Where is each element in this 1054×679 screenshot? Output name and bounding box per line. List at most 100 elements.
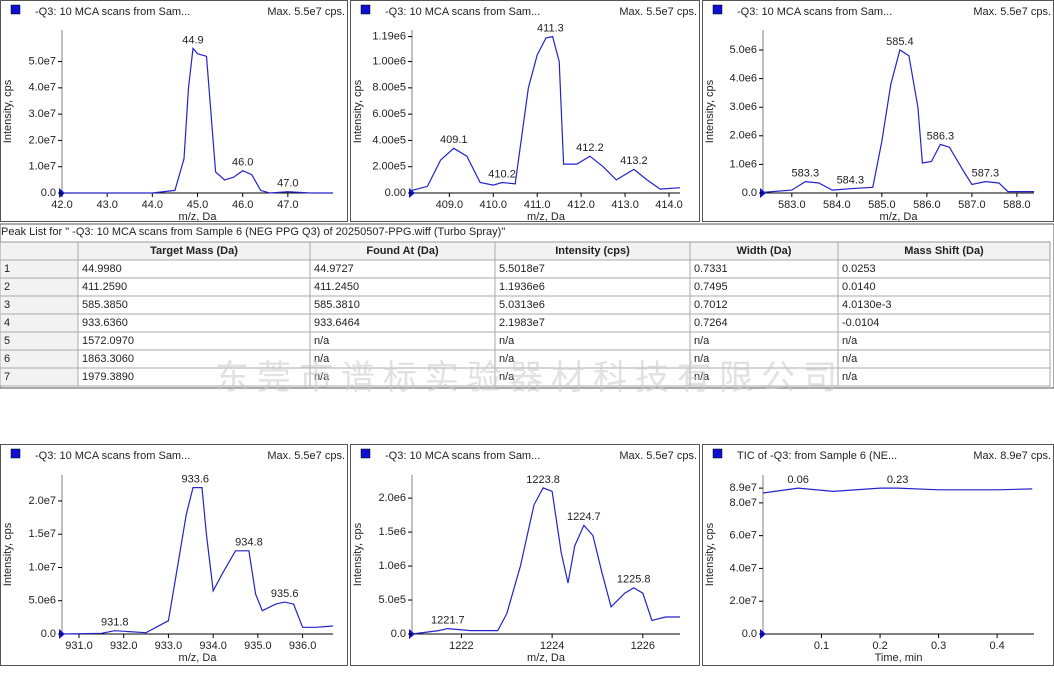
panel-max: Max. 5.5e7 cps. bbox=[619, 450, 697, 462]
row-index-bg bbox=[0, 296, 78, 314]
peak-label: 0.23 bbox=[887, 474, 908, 486]
cell-text: 0.0140 bbox=[842, 281, 876, 293]
panel-max: Max. 5.5e7 cps. bbox=[619, 6, 697, 18]
y-tick-label: 1.0e7 bbox=[28, 561, 56, 573]
cell-text: 4.0130e-3 bbox=[842, 299, 892, 311]
x-axis-label: m/z, Da bbox=[527, 211, 566, 223]
cell-text: -0.0104 bbox=[842, 317, 879, 329]
panel-frame bbox=[0, 444, 348, 666]
panel-frame bbox=[350, 444, 700, 666]
column-header: Width (Da) bbox=[737, 245, 792, 257]
table-caption: Peak List for " -Q3: 10 MCA scans from S… bbox=[1, 226, 505, 238]
peak-label: 586.3 bbox=[927, 130, 955, 142]
cell-text: 0.7495 bbox=[694, 281, 728, 293]
cell-text: n/a bbox=[499, 353, 515, 365]
x-tick-label: 934.0 bbox=[199, 640, 227, 652]
cell-text: n/a bbox=[694, 335, 710, 347]
y-tick-label: 1.5e7 bbox=[28, 528, 56, 540]
y-tick-label: 0.0 bbox=[742, 187, 757, 199]
peak-label: 1223.8 bbox=[526, 474, 560, 486]
peak-label: 409.1 bbox=[440, 134, 468, 146]
panel-icon bbox=[10, 4, 21, 15]
panel-title: -Q3: 10 MCA scans from Sam... bbox=[35, 6, 190, 18]
peak-label: 585.4 bbox=[886, 36, 914, 48]
panel-icon bbox=[360, 4, 371, 15]
peak-label: 44.9 bbox=[182, 34, 203, 46]
x-tick-label: 933.0 bbox=[155, 640, 183, 652]
cell-text: 933.6464 bbox=[314, 317, 360, 329]
cell-text: 1979.3890 bbox=[82, 371, 134, 383]
peak-label: 583.3 bbox=[792, 167, 820, 179]
y-tick-label: 4.0e7 bbox=[28, 82, 56, 94]
x-axis-label: m/z, Da bbox=[880, 211, 919, 223]
y-tick-label: 5.0e7 bbox=[28, 55, 56, 67]
y-tick-label: 1.0e6 bbox=[378, 560, 406, 572]
x-tick-label: 411.0 bbox=[524, 199, 551, 211]
panel-max: Max. 5.5e7 cps. bbox=[973, 6, 1051, 18]
spectrum-line bbox=[62, 46, 333, 194]
spectrum-line bbox=[411, 487, 680, 635]
column-header: Target Mass (Da) bbox=[150, 245, 238, 257]
peak-label: 412.2 bbox=[576, 142, 604, 154]
y-tick-label: 0.0 bbox=[41, 187, 56, 199]
x-tick-label: 584.0 bbox=[823, 199, 851, 211]
x-tick-label: 0.1 bbox=[814, 640, 829, 652]
cell-text: n/a bbox=[842, 353, 858, 365]
x-axis-label: m/z, Da bbox=[527, 652, 566, 664]
y-tick-label: 4.0e7 bbox=[729, 562, 757, 574]
cell-text: 4 bbox=[4, 317, 10, 329]
x-tick-label: 414.0 bbox=[655, 199, 683, 211]
cell-text: 44.9727 bbox=[314, 263, 354, 275]
y-tick-label: 8.0e7 bbox=[729, 497, 757, 509]
peak-label: 1221.7 bbox=[431, 614, 465, 626]
y-axis-label: Intensity, cps bbox=[2, 522, 14, 586]
peak-label: 46.0 bbox=[232, 157, 253, 169]
cell-text: n/a bbox=[842, 371, 858, 383]
x-tick-label: 46.0 bbox=[232, 199, 253, 211]
cell-text: 0.7012 bbox=[694, 299, 728, 311]
cell-text: 7 bbox=[4, 371, 10, 383]
row-index-bg bbox=[0, 314, 78, 332]
x-tick-label: 587.0 bbox=[958, 199, 986, 211]
row-index-bg bbox=[0, 368, 78, 386]
x-tick-label: 0.3 bbox=[931, 640, 946, 652]
cell-text: n/a bbox=[694, 371, 710, 383]
spectrum-line bbox=[411, 35, 681, 191]
cell-text: 933.6360 bbox=[82, 317, 128, 329]
peak-label: 0.06 bbox=[787, 474, 808, 486]
y-tick-label: 4.0e6 bbox=[729, 73, 757, 85]
cell-text: 5 bbox=[4, 335, 10, 347]
column-header: Mass Shift (Da) bbox=[904, 245, 984, 257]
peak-label: 47.0 bbox=[277, 178, 298, 190]
y-tick-label: 1.19e6 bbox=[372, 30, 406, 42]
peak-label: 584.3 bbox=[837, 175, 865, 187]
x-tick-label: 410.0 bbox=[480, 199, 508, 211]
x-tick-label: 413.0 bbox=[611, 199, 639, 211]
x-axis-label: Time, min bbox=[875, 652, 923, 664]
y-tick-label: 5.0e5 bbox=[378, 594, 406, 606]
x-axis-label: m/z, Da bbox=[179, 652, 218, 664]
cell-text: 6 bbox=[4, 353, 10, 365]
x-tick-label: 45.0 bbox=[187, 199, 208, 211]
y-tick-label: 5.0e6 bbox=[28, 595, 56, 607]
y-tick-label: 2.0e7 bbox=[729, 595, 757, 607]
y-tick-label: 2.0e7 bbox=[28, 134, 56, 146]
x-tick-label: 585.0 bbox=[868, 199, 896, 211]
x-tick-label: 1222 bbox=[449, 640, 473, 652]
panel-max: Max. 5.5e7 cps. bbox=[267, 6, 345, 18]
peak-label: 931.8 bbox=[101, 617, 129, 629]
x-tick-label: 583.0 bbox=[778, 199, 806, 211]
y-axis-label: Intensity, cps bbox=[352, 79, 364, 143]
spectrum-line bbox=[762, 487, 1033, 494]
y-tick-label: 3.0e7 bbox=[28, 108, 56, 120]
x-axis-label: m/z, Da bbox=[179, 211, 218, 223]
cell-text: n/a bbox=[842, 335, 858, 347]
panel-icon bbox=[712, 4, 723, 15]
x-tick-label: 42.0 bbox=[51, 199, 72, 211]
x-tick-label: 412.0 bbox=[567, 199, 595, 211]
cell-text: n/a bbox=[314, 371, 330, 383]
cell-text: n/a bbox=[694, 353, 710, 365]
cell-text: n/a bbox=[314, 353, 330, 365]
x-tick-label: 44.0 bbox=[142, 199, 163, 211]
panel-frame bbox=[0, 0, 348, 222]
